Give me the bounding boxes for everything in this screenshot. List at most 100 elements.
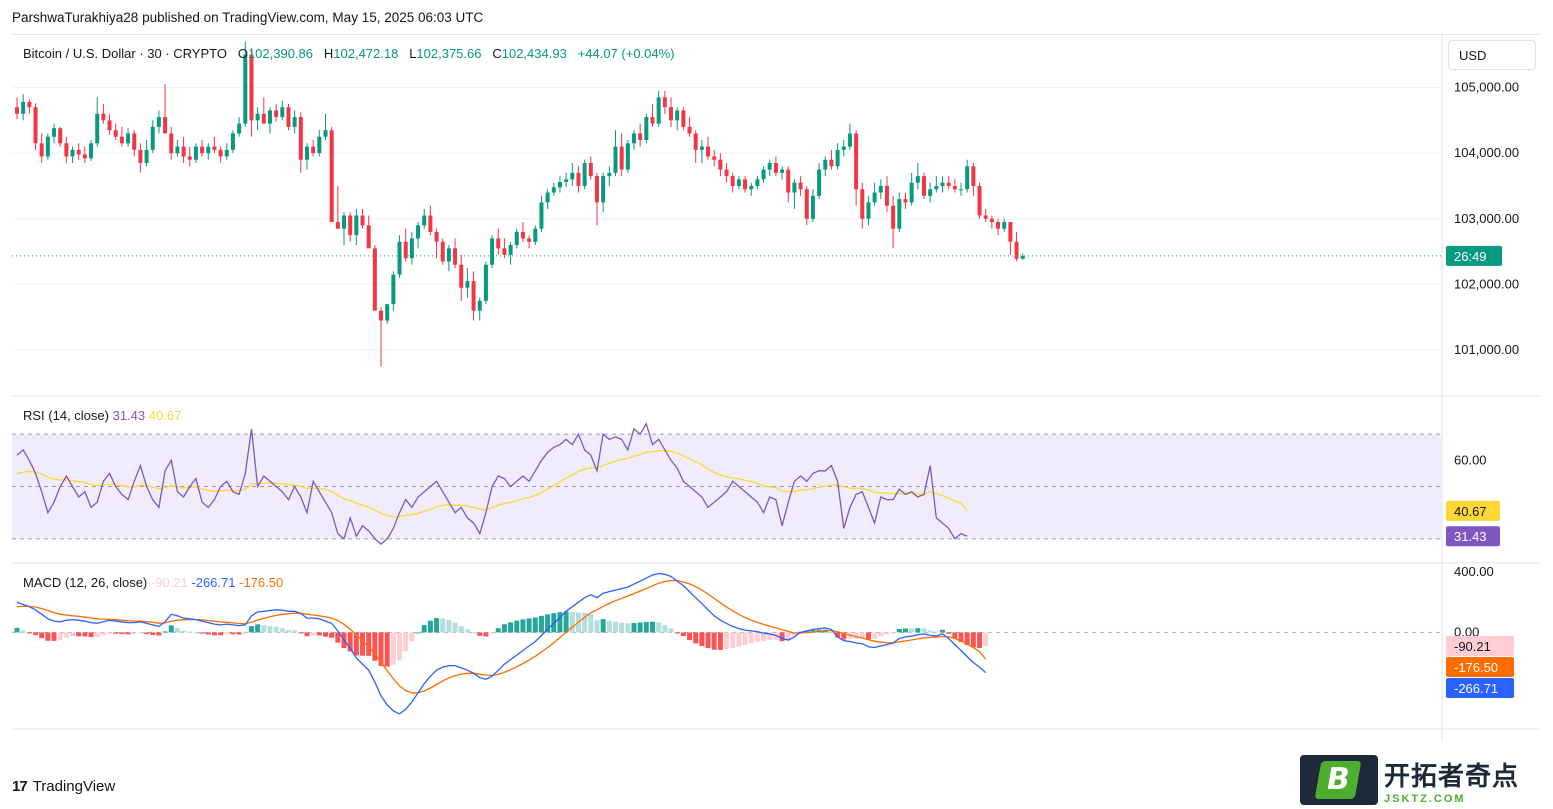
candle — [101, 103, 106, 124]
candle — [891, 195, 896, 249]
candle-body — [292, 117, 297, 127]
macd-histogram-bar — [730, 632, 736, 648]
candle-body — [1014, 241, 1019, 259]
macd-histogram-bar — [168, 625, 174, 633]
candle-body — [95, 113, 100, 144]
candle — [693, 130, 698, 163]
candle — [675, 107, 680, 131]
candle-body — [891, 205, 896, 229]
macd-histogram-bar — [563, 611, 569, 633]
candle — [144, 140, 149, 167]
macd-histogram-bar — [693, 632, 699, 644]
candle — [983, 208, 988, 223]
candle — [736, 176, 741, 190]
candle-body — [817, 169, 822, 196]
candle-body — [786, 169, 791, 193]
candle-body — [342, 215, 347, 229]
candle — [632, 130, 636, 150]
chart-canvas[interactable]: 105,000.00 104,000.00 103,000.00 102,000.00… — [12, 35, 1540, 741]
candle-body — [847, 133, 852, 147]
candle — [607, 166, 612, 186]
macd-histogram-bar — [804, 630, 810, 633]
macd-histogram-bar — [273, 626, 279, 633]
watermark-name: 开拓者奇点 — [1384, 761, 1520, 792]
tradingview-logo[interactable]: 17 TradingView — [12, 778, 115, 795]
macd-histogram-bar — [57, 632, 63, 640]
macd-histogram-bar — [372, 632, 378, 661]
candle-body — [144, 149, 149, 163]
candle — [181, 136, 186, 163]
candle-body — [1002, 222, 1007, 229]
price-tick-label: 105,000.00 — [1454, 80, 1519, 95]
candle — [996, 218, 1001, 236]
macd-histogram-bar — [582, 612, 588, 633]
macd-signal-axis-badge — [1446, 657, 1514, 678]
candle — [416, 222, 421, 249]
chart-frame: 105,000.00 104,000.00 103,000.00 102,000.00… — [12, 34, 1540, 741]
macd-histogram-bar — [514, 620, 520, 633]
macd-histogram-bar — [853, 632, 859, 639]
candle — [817, 162, 822, 200]
candle-body — [409, 238, 414, 259]
macd-hist-axis-label: -90.21 — [1454, 639, 1491, 654]
candle — [934, 176, 939, 193]
macd-histogram-bar — [403, 632, 409, 652]
candle — [1020, 253, 1025, 260]
macd-histogram-bar — [915, 628, 921, 633]
candle-body — [952, 185, 957, 190]
candle-body — [471, 281, 476, 311]
symbol-title[interactable]: Bitcoin / U.S. Dollar · 30 · CRYPTO — [23, 46, 227, 61]
candle — [743, 176, 748, 193]
candle-body — [736, 179, 741, 186]
candle-body — [718, 159, 723, 170]
macd-histogram-bar — [705, 632, 711, 649]
currency-button[interactable]: USD — [1448, 40, 1536, 70]
candle — [15, 97, 19, 120]
macd-histogram-bar — [600, 619, 606, 633]
candle-body — [230, 133, 235, 150]
macd-histogram-bar — [952, 632, 958, 639]
candle — [280, 100, 285, 121]
rsi-legend[interactable]: RSI (14, close) 31.43 40.67 — [23, 408, 181, 423]
candle-body — [397, 241, 402, 275]
macd-histogram-bar — [421, 625, 427, 633]
candle — [706, 136, 711, 160]
candle-body — [175, 146, 180, 154]
candle — [613, 130, 618, 177]
macd-legend[interactable]: MACD (12, 26, close) -90.21 -266.71 -176… — [23, 575, 283, 590]
candle-body — [557, 182, 562, 188]
candle — [453, 238, 458, 269]
candle-body — [33, 107, 38, 144]
candle-body — [483, 264, 488, 301]
candle-body — [366, 225, 371, 249]
macd-histogram-bar — [279, 628, 285, 633]
macd-title: MACD (12, 26, close) — [23, 575, 148, 590]
candle — [366, 215, 371, 249]
candle-body — [946, 182, 951, 186]
candle-body — [915, 176, 920, 183]
candle-body — [928, 189, 933, 196]
candle — [132, 130, 137, 157]
macd-histogram-bar — [964, 632, 970, 645]
candle-body — [761, 169, 766, 180]
macd-histogram-bar — [218, 632, 224, 636]
candle — [342, 212, 347, 246]
macd-histogram-bar — [360, 632, 366, 656]
candle — [311, 140, 316, 157]
candle-body — [632, 133, 636, 144]
candle-body — [792, 182, 797, 193]
macd-histogram-bar — [508, 622, 514, 633]
macd-histogram-bar — [20, 630, 26, 633]
candle-body — [403, 241, 408, 259]
candle-body — [187, 156, 192, 160]
macd-histogram-bar — [785, 632, 791, 642]
candle — [576, 166, 581, 193]
candle-body — [564, 179, 569, 183]
macd-histogram-bar — [174, 628, 180, 633]
candle-body — [193, 146, 198, 160]
countdown-label: 26:49 — [1454, 249, 1487, 264]
ohlc-legend: Bitcoin / U.S. Dollar · 30 · CRYPTO O102… — [23, 46, 675, 61]
rsi-line — [16, 422, 968, 545]
candle-body — [15, 107, 19, 114]
candle — [138, 143, 143, 173]
